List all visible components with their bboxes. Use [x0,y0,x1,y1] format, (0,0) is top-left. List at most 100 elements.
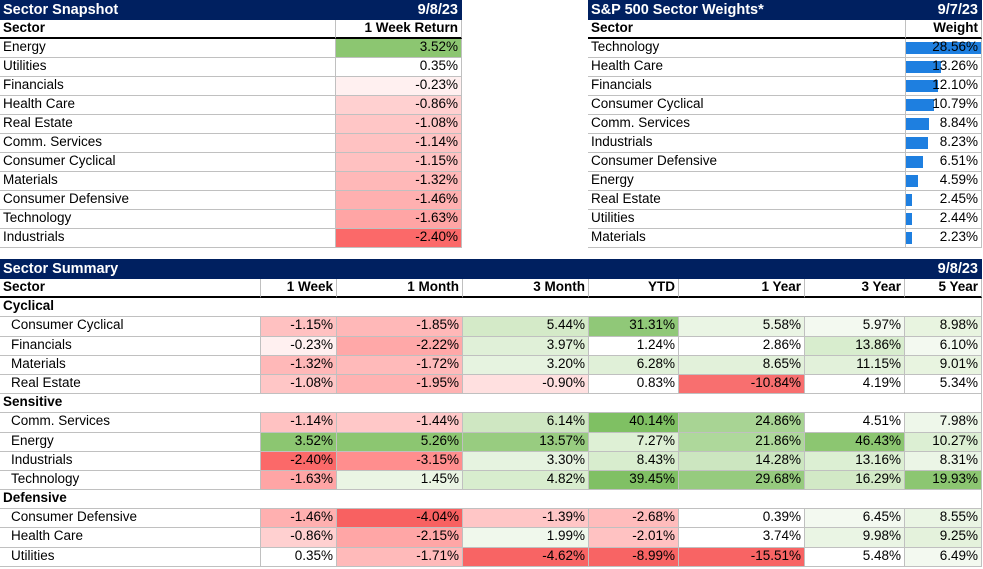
sector-name: Consumer Defensive [0,191,336,210]
return-value: -1.85% [337,317,463,337]
sector-name: Consumer Defensive [0,509,261,529]
return-value: -1.71% [337,547,463,567]
sector-name: Consumer Cyclical [588,96,906,115]
return-value: -0.90% [463,374,589,395]
return-value: -1.46% [261,509,337,529]
return-value: -1.14% [336,134,462,153]
return-value: -2.01% [589,528,679,548]
return-value: 4.82% [463,470,589,491]
col-header: YTD [589,279,679,299]
col-header-weight: Weight [906,20,982,39]
sector-snapshot-header: Sector Snapshot 9/8/23 [0,0,462,20]
weight-cell: 2.45% [906,191,982,210]
return-value: -2.40% [261,451,337,471]
sector-name: Technology [0,470,261,491]
return-value: 0.35% [336,58,462,77]
return-value: -0.23% [261,336,337,356]
return-value: 3.30% [463,451,589,471]
return-value: 6.45% [805,509,905,529]
weight-cell: 6.51% [906,153,982,172]
return-value: 3.20% [463,355,589,375]
sector-name: Consumer Cyclical [0,317,261,337]
return-value: -1.63% [261,470,337,491]
weight-cell: 8.84% [906,115,982,134]
sector-weights-title: S&P 500 Sector Weights* [591,2,764,18]
sector-name: Consumer Defensive [588,153,906,172]
weight-cell: 8.23% [906,134,982,153]
weight-value: 8.84% [939,115,978,130]
return-value: 3.97% [463,336,589,356]
return-value: 24.86% [679,413,805,433]
return-value: 1.24% [589,336,679,356]
return-value: 6.28% [589,355,679,375]
weight-value: 12.10% [932,77,978,92]
return-value: 3.74% [679,528,805,548]
return-value: 4.51% [805,413,905,433]
sector-name: Real Estate [0,115,336,134]
sector-weights-date: 9/7/23 [937,2,978,18]
return-value: -8.99% [589,547,679,567]
weight-bar [906,213,913,225]
sector-name: Technology [588,39,906,58]
return-value: -1.15% [336,153,462,172]
return-value: 5.44% [463,317,589,337]
col-header: 3 Month [463,279,589,299]
return-value: 8.65% [679,355,805,375]
weight-bar [906,194,913,206]
col-header-1-week-return: 1 Week Return [336,20,462,39]
return-value: 5.97% [805,317,905,337]
return-value: 0.39% [679,509,805,529]
sector-name: Financials [588,77,906,96]
sector-name: Financials [0,336,261,356]
return-value: -1.08% [261,374,337,395]
col-header: 1 Week [261,279,337,299]
weight-bar [906,99,935,111]
return-value: -1.14% [261,413,337,433]
return-value: -1.15% [261,317,337,337]
sector-name: Real Estate [0,374,261,395]
col-header: 5 Year [905,279,982,299]
weight-bar [906,118,930,130]
return-value: 8.55% [905,509,982,529]
return-value: 29.68% [679,470,805,491]
sector-name: Financials [0,77,336,96]
return-value: 14.28% [679,451,805,471]
return-value: 13.16% [805,451,905,471]
return-value: -2.22% [337,336,463,356]
return-value: 7.27% [589,432,679,452]
sector-summary-table: Sector 1 Week 1 Month 3 Month YTD 1 Year 3 Yea… [0,279,982,567]
return-value: 9.25% [905,528,982,548]
group-label: Sensitive [0,394,982,414]
weight-bar [906,156,924,168]
weight-value: 2.45% [939,191,978,206]
col-header-sector: Sector [588,20,906,39]
sector-name: Industrials [588,134,906,153]
return-value: -1.44% [337,413,463,433]
col-header: 1 Month [337,279,463,299]
return-value: -1.46% [336,191,462,210]
sector-snapshot-table: Sector 1 Week Return Energy 3.52% Utilitie… [0,20,462,248]
sector-weights-panel: S&P 500 Sector Weights* 9/7/23 Sector We… [588,0,982,252]
weight-value: 2.44% [939,210,978,225]
return-value: 0.83% [589,374,679,395]
return-value: 8.43% [589,451,679,471]
weight-bar [906,175,919,187]
return-value: -10.84% [679,374,805,395]
group-label: Cyclical [0,298,982,318]
sector-name: Industrials [0,451,261,471]
return-value: 10.27% [905,432,982,452]
return-value: -0.86% [261,528,337,548]
sector-name: Utilities [588,210,906,229]
return-value: -4.04% [337,509,463,529]
sector-name: Utilities [0,547,261,567]
weight-bar [906,232,912,244]
sector-name: Real Estate [588,191,906,210]
weight-value: 28.56% [932,39,978,54]
sector-name: Health Care [0,528,261,548]
weight-cell: 2.44% [906,210,982,229]
weight-cell: 12.10% [906,77,982,96]
sector-name: Materials [0,355,261,375]
weight-cell: 4.59% [906,172,982,191]
return-value: -2.68% [589,509,679,529]
return-value: -4.62% [463,547,589,567]
